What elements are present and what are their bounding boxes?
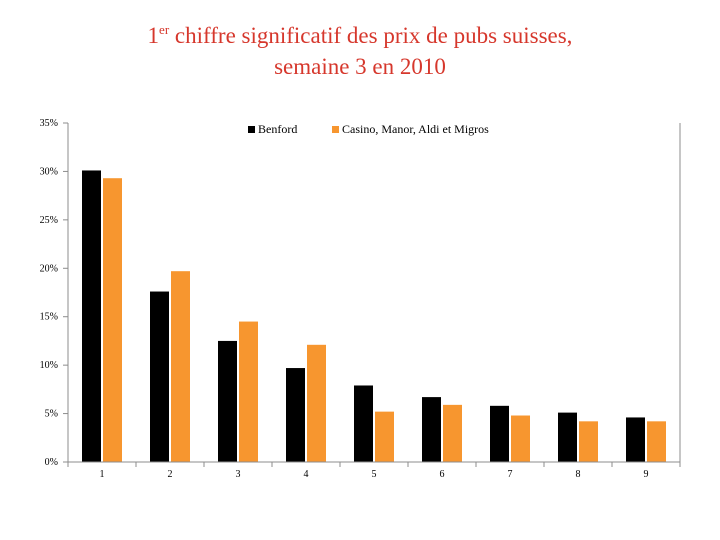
bar-benford-6	[422, 397, 441, 462]
title-line-1-text: chiffre significatif des prix de pubs su…	[169, 23, 573, 48]
chart-title-line-1: 1er chiffre significatif des prix de pub…	[0, 20, 720, 51]
x-axis-ticks: 1 2 3 4 5 6 7 8 9	[67, 462, 681, 480]
y-tick-label: 10%	[40, 360, 58, 371]
title-superscript: er	[159, 22, 170, 37]
bar-benford-7	[490, 405, 509, 462]
bar-benford-2	[150, 291, 169, 462]
y-tick-label: 35%	[40, 118, 58, 129]
bar-casino-4	[307, 344, 326, 462]
bar-benford-8	[558, 412, 577, 462]
legend-swatch-casino	[332, 126, 339, 133]
bar-casino-7	[511, 415, 530, 462]
axes	[67, 123, 681, 463]
bar-casino-6	[443, 404, 462, 462]
y-axis-ticks: 0% 5% 10% 15% 20% 25% 30% 35%	[40, 118, 68, 468]
bar-benford-3	[218, 340, 237, 462]
chart-title-line-2: semaine 3 en 2010	[274, 54, 446, 79]
bar-benford-9	[626, 417, 645, 462]
title-digit: 1	[147, 23, 160, 48]
bars	[82, 170, 666, 463]
legend: Benford Casino, Manor, Aldi et Migros	[248, 122, 489, 136]
x-tick-label: 1	[100, 469, 105, 480]
bar-casino-3	[239, 321, 258, 462]
bar-casino-5	[375, 411, 394, 462]
x-tick-label: 9	[644, 469, 649, 480]
y-tick-label: 5%	[45, 409, 58, 420]
y-tick-label: 30%	[40, 166, 58, 177]
x-tick-label: 6	[440, 469, 445, 480]
x-tick-label: 5	[372, 469, 377, 480]
y-tick-label: 15%	[40, 312, 58, 323]
x-tick-label: 8	[576, 469, 581, 480]
legend-label-benford: Benford	[258, 122, 297, 136]
x-tick-label: 2	[168, 469, 173, 480]
bar-casino-2	[171, 271, 190, 462]
y-tick-label: 25%	[40, 215, 58, 226]
x-tick-label: 7	[508, 469, 513, 480]
bar-casino-8	[579, 421, 598, 462]
bar-casino-1	[103, 178, 122, 463]
x-tick-label: 4	[304, 469, 309, 480]
bar-casino-9	[647, 421, 666, 462]
bar-benford-1	[82, 170, 101, 462]
bar-benford-4	[286, 368, 305, 462]
legend-label-casino: Casino, Manor, Aldi et Migros	[342, 122, 489, 136]
x-tick-label: 3	[236, 469, 241, 480]
chart-title: 1er chiffre significatif des prix de pub…	[0, 20, 720, 82]
bar-benford-5	[354, 385, 373, 462]
y-tick-label: 0%	[45, 457, 58, 468]
legend-swatch-benford	[248, 126, 255, 133]
y-tick-label: 20%	[40, 263, 58, 274]
